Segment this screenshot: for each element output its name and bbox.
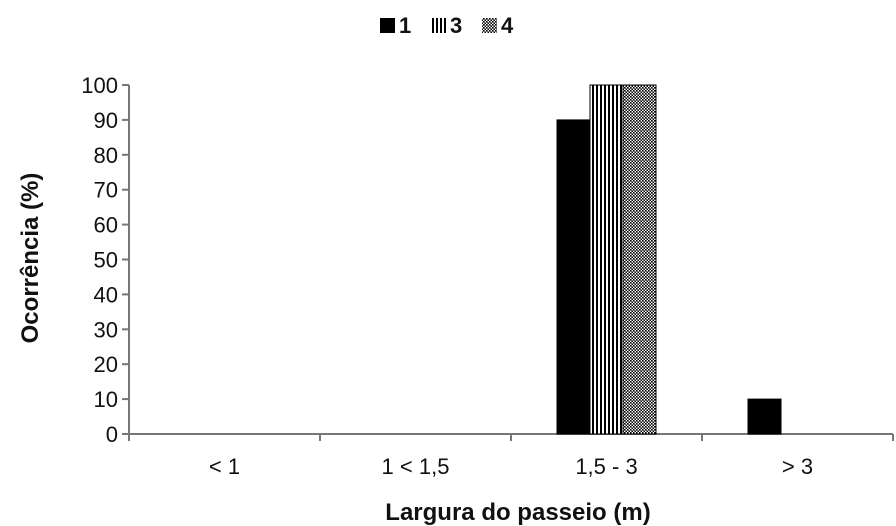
x-tick-label: > 3 <box>782 454 813 479</box>
x-tick-label: 1 < 1,5 <box>382 454 450 479</box>
x-tick-label: 1,5 - 3 <box>575 454 637 479</box>
legend-swatch-4 <box>482 18 497 33</box>
y-axis-title: Ocorrência (%) <box>17 173 44 344</box>
bars <box>556 84 782 435</box>
legend: 1 3 4 <box>380 13 514 38</box>
y-axis: 0 10 20 30 40 50 60 70 80 90 100 <box>81 73 130 447</box>
y-tick-label: 90 <box>94 108 118 133</box>
y-tick-label: 100 <box>81 73 118 98</box>
y-tick-label: 50 <box>94 248 118 273</box>
y-tick-label: 80 <box>94 143 118 168</box>
bar-series-4 <box>622 84 657 435</box>
y-tick-label: 70 <box>94 178 118 203</box>
bar-series-1 <box>556 119 591 435</box>
y-tick-label: 20 <box>94 352 118 377</box>
y-tick-label: 40 <box>94 282 118 307</box>
x-axis: < 1 1 < 1,5 1,5 - 3 > 3 <box>128 433 894 479</box>
legend-label: 1 <box>399 13 411 38</box>
bar-series-3 <box>589 84 624 435</box>
x-tick-label: < 1 <box>209 454 240 479</box>
x-axis-title: Largura do passeio (m) <box>385 499 650 526</box>
legend-label: 3 <box>450 13 462 38</box>
legend-swatch-1 <box>380 18 395 33</box>
y-tick-label: 60 <box>94 213 118 238</box>
y-tick-label: 10 <box>94 387 118 412</box>
y-tick-label: 0 <box>106 422 118 447</box>
y-tick-label: 30 <box>94 317 118 342</box>
bar-series-1 <box>747 398 782 435</box>
legend-swatch-3 <box>431 18 446 33</box>
legend-label: 4 <box>501 13 514 38</box>
